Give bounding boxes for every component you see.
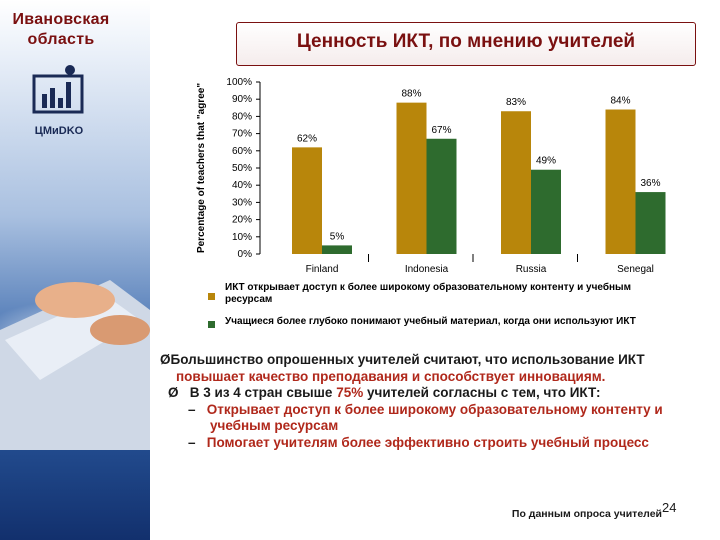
bullet-list: ØБольшинство опрошенных учителей считают… — [160, 352, 700, 451]
bullet-2: Ø В 3 из 4 стран свыше 75% учителей согл… — [160, 385, 700, 402]
region-line-2: область — [27, 31, 95, 48]
sub-bullet-1: – Открывает доступ к более широкому обра… — [160, 402, 700, 435]
bar-senegal-series-1 — [605, 109, 636, 254]
data-label: 88% — [401, 89, 421, 100]
sidebar-panel: Ивановская область ЦМиDKO — [0, 0, 150, 540]
y-tick-label: 50% — [232, 163, 252, 174]
page-number: 24 — [662, 500, 677, 515]
logo-bar-4 — [66, 82, 71, 108]
y-tick-label: 30% — [232, 197, 252, 208]
sub-dash-1: – — [188, 401, 196, 417]
bar-indonesia-series-1 — [396, 102, 427, 254]
logo-bar-1 — [42, 94, 47, 108]
bullet-arrow-2: Ø — [168, 385, 179, 400]
x-tick-label-indonesia: Indonesia — [405, 264, 449, 275]
y-tick-label: 80% — [232, 111, 252, 122]
logo-bar-2 — [50, 88, 55, 108]
logo-bar-3 — [58, 98, 63, 108]
hand-right — [90, 315, 150, 345]
bullet-2-text-b: учителей согласны с тем, что ИКТ: — [363, 385, 601, 400]
y-tick-label: 70% — [232, 129, 252, 140]
bullet-2-text-a: В 3 из 4 стран свыше — [189, 385, 337, 400]
data-label: 67% — [431, 125, 451, 136]
source-note: По данным опроса учителей — [511, 508, 662, 520]
chart-panel: Percentage of teachers that "agree" 0% 10%… — [172, 70, 687, 346]
logo-dot — [65, 65, 75, 75]
bar-indonesia-series-2 — [426, 138, 457, 254]
keyboard-hands-image — [0, 280, 150, 450]
x-tick-label-russia: Russia — [516, 264, 547, 275]
title-frame — [236, 22, 696, 66]
region-line-1: Ивановская — [12, 11, 110, 28]
bar-senegal-series-2 — [635, 192, 666, 254]
sub-dash-2: – — [188, 434, 196, 450]
x-tick-label-senegal: Senegal — [617, 264, 654, 275]
bullet-1: ØБольшинство опрошенных учителей считают… — [160, 352, 700, 385]
legend-label-2: Учащиеся более глубоко понимают учебный … — [225, 316, 636, 327]
legend-swatch-2 — [208, 321, 215, 328]
logo-text: ЦМиDKO — [35, 125, 84, 137]
bar-russia-series-1 — [501, 111, 531, 254]
hand-left — [35, 282, 115, 318]
x-tick-label-finland: Finland — [306, 264, 339, 275]
data-label: 5% — [330, 231, 345, 242]
y-tick-label: 100% — [226, 77, 252, 88]
sub-bullet-2-text: Помогает учителям более эффективно строи… — [206, 434, 649, 450]
y-tick-label: 10% — [232, 232, 252, 243]
bar-finland-series-2 — [322, 245, 352, 254]
data-label: 36% — [640, 178, 660, 189]
y-tick-label: 90% — [232, 94, 252, 105]
logo-monitor — [32, 74, 84, 114]
page-title: Ценность ИКТ, по мнению учителей — [296, 31, 636, 52]
region-name: Ивановская область — [0, 10, 122, 50]
bullet-1-highlight: повышает качество преподавания и способс… — [176, 368, 606, 384]
keyboard-keys — [5, 295, 140, 380]
y-tick-label: 40% — [232, 180, 252, 191]
bar-russia-series-2 — [531, 169, 561, 254]
data-label: 83% — [506, 97, 526, 108]
sub-bullet-1-text: Открывает доступ к более широкому образо… — [206, 401, 663, 434]
logo: ЦМиDKO — [32, 65, 84, 137]
bar-finland-series-1 — [292, 147, 322, 254]
data-label: 49% — [536, 156, 556, 167]
y-tick-label: 60% — [232, 146, 252, 157]
bullet-2-highlight: 75% — [336, 385, 364, 400]
sub-bullet-2: – Помогает учителям более эффективно стр… — [160, 435, 700, 452]
bullet-arrow-1: Ø — [160, 352, 171, 367]
data-label: 62% — [297, 133, 317, 144]
legend-label-1: ИКТ открывает доступ к более широкому об… — [225, 282, 631, 305]
data-label: 84% — [610, 96, 630, 107]
bar-chart: Percentage of teachers that "agree" 0% 10%… — [196, 77, 666, 275]
y-tick-label: 0% — [238, 249, 253, 260]
y-tick-label: 20% — [232, 215, 252, 226]
bullet-1-text: Большинство опрошенных учителей считают,… — [170, 352, 645, 367]
y-axis-label: Percentage of teachers that "agree" — [196, 83, 207, 253]
legend-swatch-1 — [208, 293, 215, 300]
